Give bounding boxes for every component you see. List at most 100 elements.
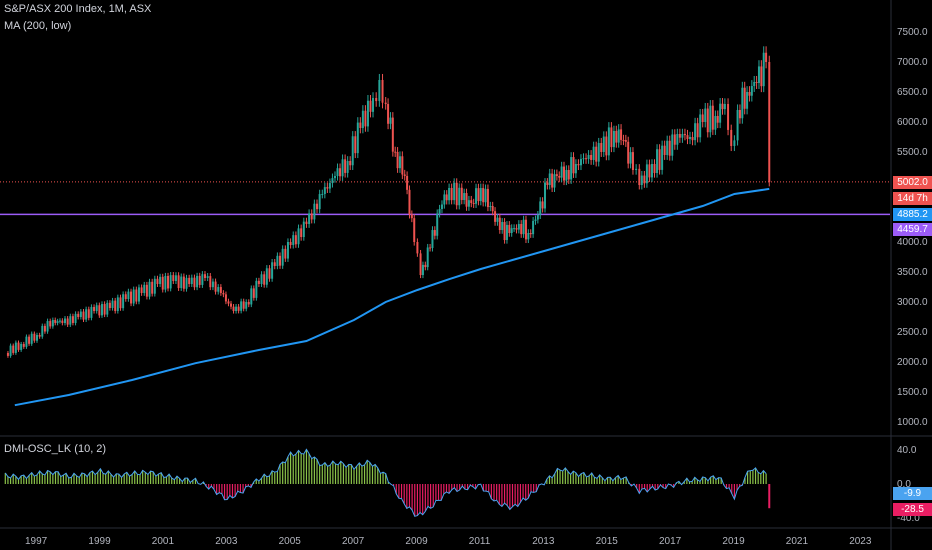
candle-body (156, 278, 159, 284)
candle-body (482, 188, 485, 203)
candle-body (341, 159, 344, 177)
ma-line (14, 187, 770, 407)
osc-y-tick-label: -40.0 (897, 513, 920, 524)
candle-body (429, 247, 432, 249)
candle-body (336, 168, 339, 176)
candle-body (696, 123, 699, 138)
candle-body (28, 336, 31, 344)
candle-body (235, 306, 238, 311)
candle-body (560, 166, 563, 178)
candle-body (82, 311, 85, 320)
candle-body (119, 297, 122, 309)
candle-body (127, 291, 130, 299)
candle-body (103, 304, 106, 315)
candle-body (597, 143, 600, 162)
candle-body (736, 110, 739, 141)
candle-body (496, 217, 499, 222)
candle-body (595, 146, 598, 162)
candle-body (762, 52, 765, 87)
x-tick-label: 2003 (215, 536, 238, 547)
candle-body (627, 141, 630, 164)
candle-body (741, 87, 744, 119)
candle-body (366, 100, 369, 127)
candle-body (673, 134, 676, 145)
candle-body (135, 289, 138, 302)
candle-body (721, 103, 724, 110)
candle-body (354, 136, 357, 154)
candle-body (372, 98, 375, 112)
candle-body (505, 224, 508, 241)
candle-body (198, 275, 201, 285)
osc-y-tick-label: 0.0 (897, 479, 911, 490)
candle-body (69, 316, 72, 325)
candle-body (522, 219, 525, 235)
candle-body (524, 219, 527, 240)
candle-body (56, 321, 59, 323)
candle-body (648, 164, 651, 178)
candle-body (484, 188, 487, 203)
candle-body (403, 174, 406, 176)
candle-body (145, 284, 148, 297)
candle-body (719, 103, 722, 123)
candle-body (590, 155, 593, 160)
x-tick-label: 1999 (88, 536, 111, 547)
x-tick-label: 2001 (152, 536, 175, 547)
candle-body (100, 304, 103, 316)
candle-body (25, 336, 28, 347)
candle-body (250, 288, 253, 305)
candle-body (321, 194, 324, 195)
candle-body (455, 182, 458, 206)
y-tick-label: 4000.0 (897, 237, 928, 248)
candle-body (768, 62, 771, 182)
candle-body (755, 81, 758, 83)
candle-body (292, 235, 295, 245)
candle-body (95, 305, 98, 311)
candle-body (361, 110, 364, 128)
candle-body (716, 116, 719, 123)
candle-body (477, 188, 480, 202)
candle-body (384, 102, 387, 104)
candle-body (431, 230, 434, 248)
candle-body (475, 188, 478, 204)
candle-body (565, 170, 568, 181)
candle-body (177, 275, 180, 289)
candle-body (276, 255, 279, 266)
candle-body (240, 301, 243, 311)
candle-body (180, 276, 183, 289)
candle-body (572, 157, 575, 174)
candle-body (359, 122, 362, 128)
candle-body (723, 104, 726, 110)
candle-body (252, 288, 255, 298)
candle-body (279, 255, 282, 266)
candle-body (574, 164, 577, 174)
candle-body (555, 174, 558, 176)
candle-body (396, 152, 399, 169)
y-tick-label: 6500.0 (897, 87, 928, 98)
candle-body (206, 276, 209, 278)
osc-line (4, 448, 767, 517)
candle-body (450, 188, 453, 201)
candle-body (579, 159, 582, 166)
candle-body (219, 287, 222, 293)
candle-body (640, 175, 643, 185)
candle-body (305, 221, 308, 224)
candle-body (286, 241, 289, 259)
candle-body (346, 161, 349, 173)
osc-value-tag-1: -9.9 (893, 487, 932, 500)
candle-body (436, 213, 439, 236)
oscillator-label: DMI-OSC_LK (10, 2) (4, 443, 107, 455)
candle-body (553, 174, 556, 188)
candle-body (410, 214, 413, 219)
ma-value-tag: 4885.2 (893, 208, 932, 221)
candle-body (164, 275, 167, 290)
candle-body (510, 228, 513, 233)
candle-body (577, 164, 580, 166)
candle-body (501, 222, 504, 230)
candle-body (224, 294, 227, 302)
candle-body (140, 287, 143, 293)
candle-body (605, 136, 608, 156)
candle-body (413, 218, 416, 242)
main-chart-title: S&P/ASX 200 Index, 1M, ASX (4, 3, 152, 15)
candle-body (14, 342, 17, 353)
